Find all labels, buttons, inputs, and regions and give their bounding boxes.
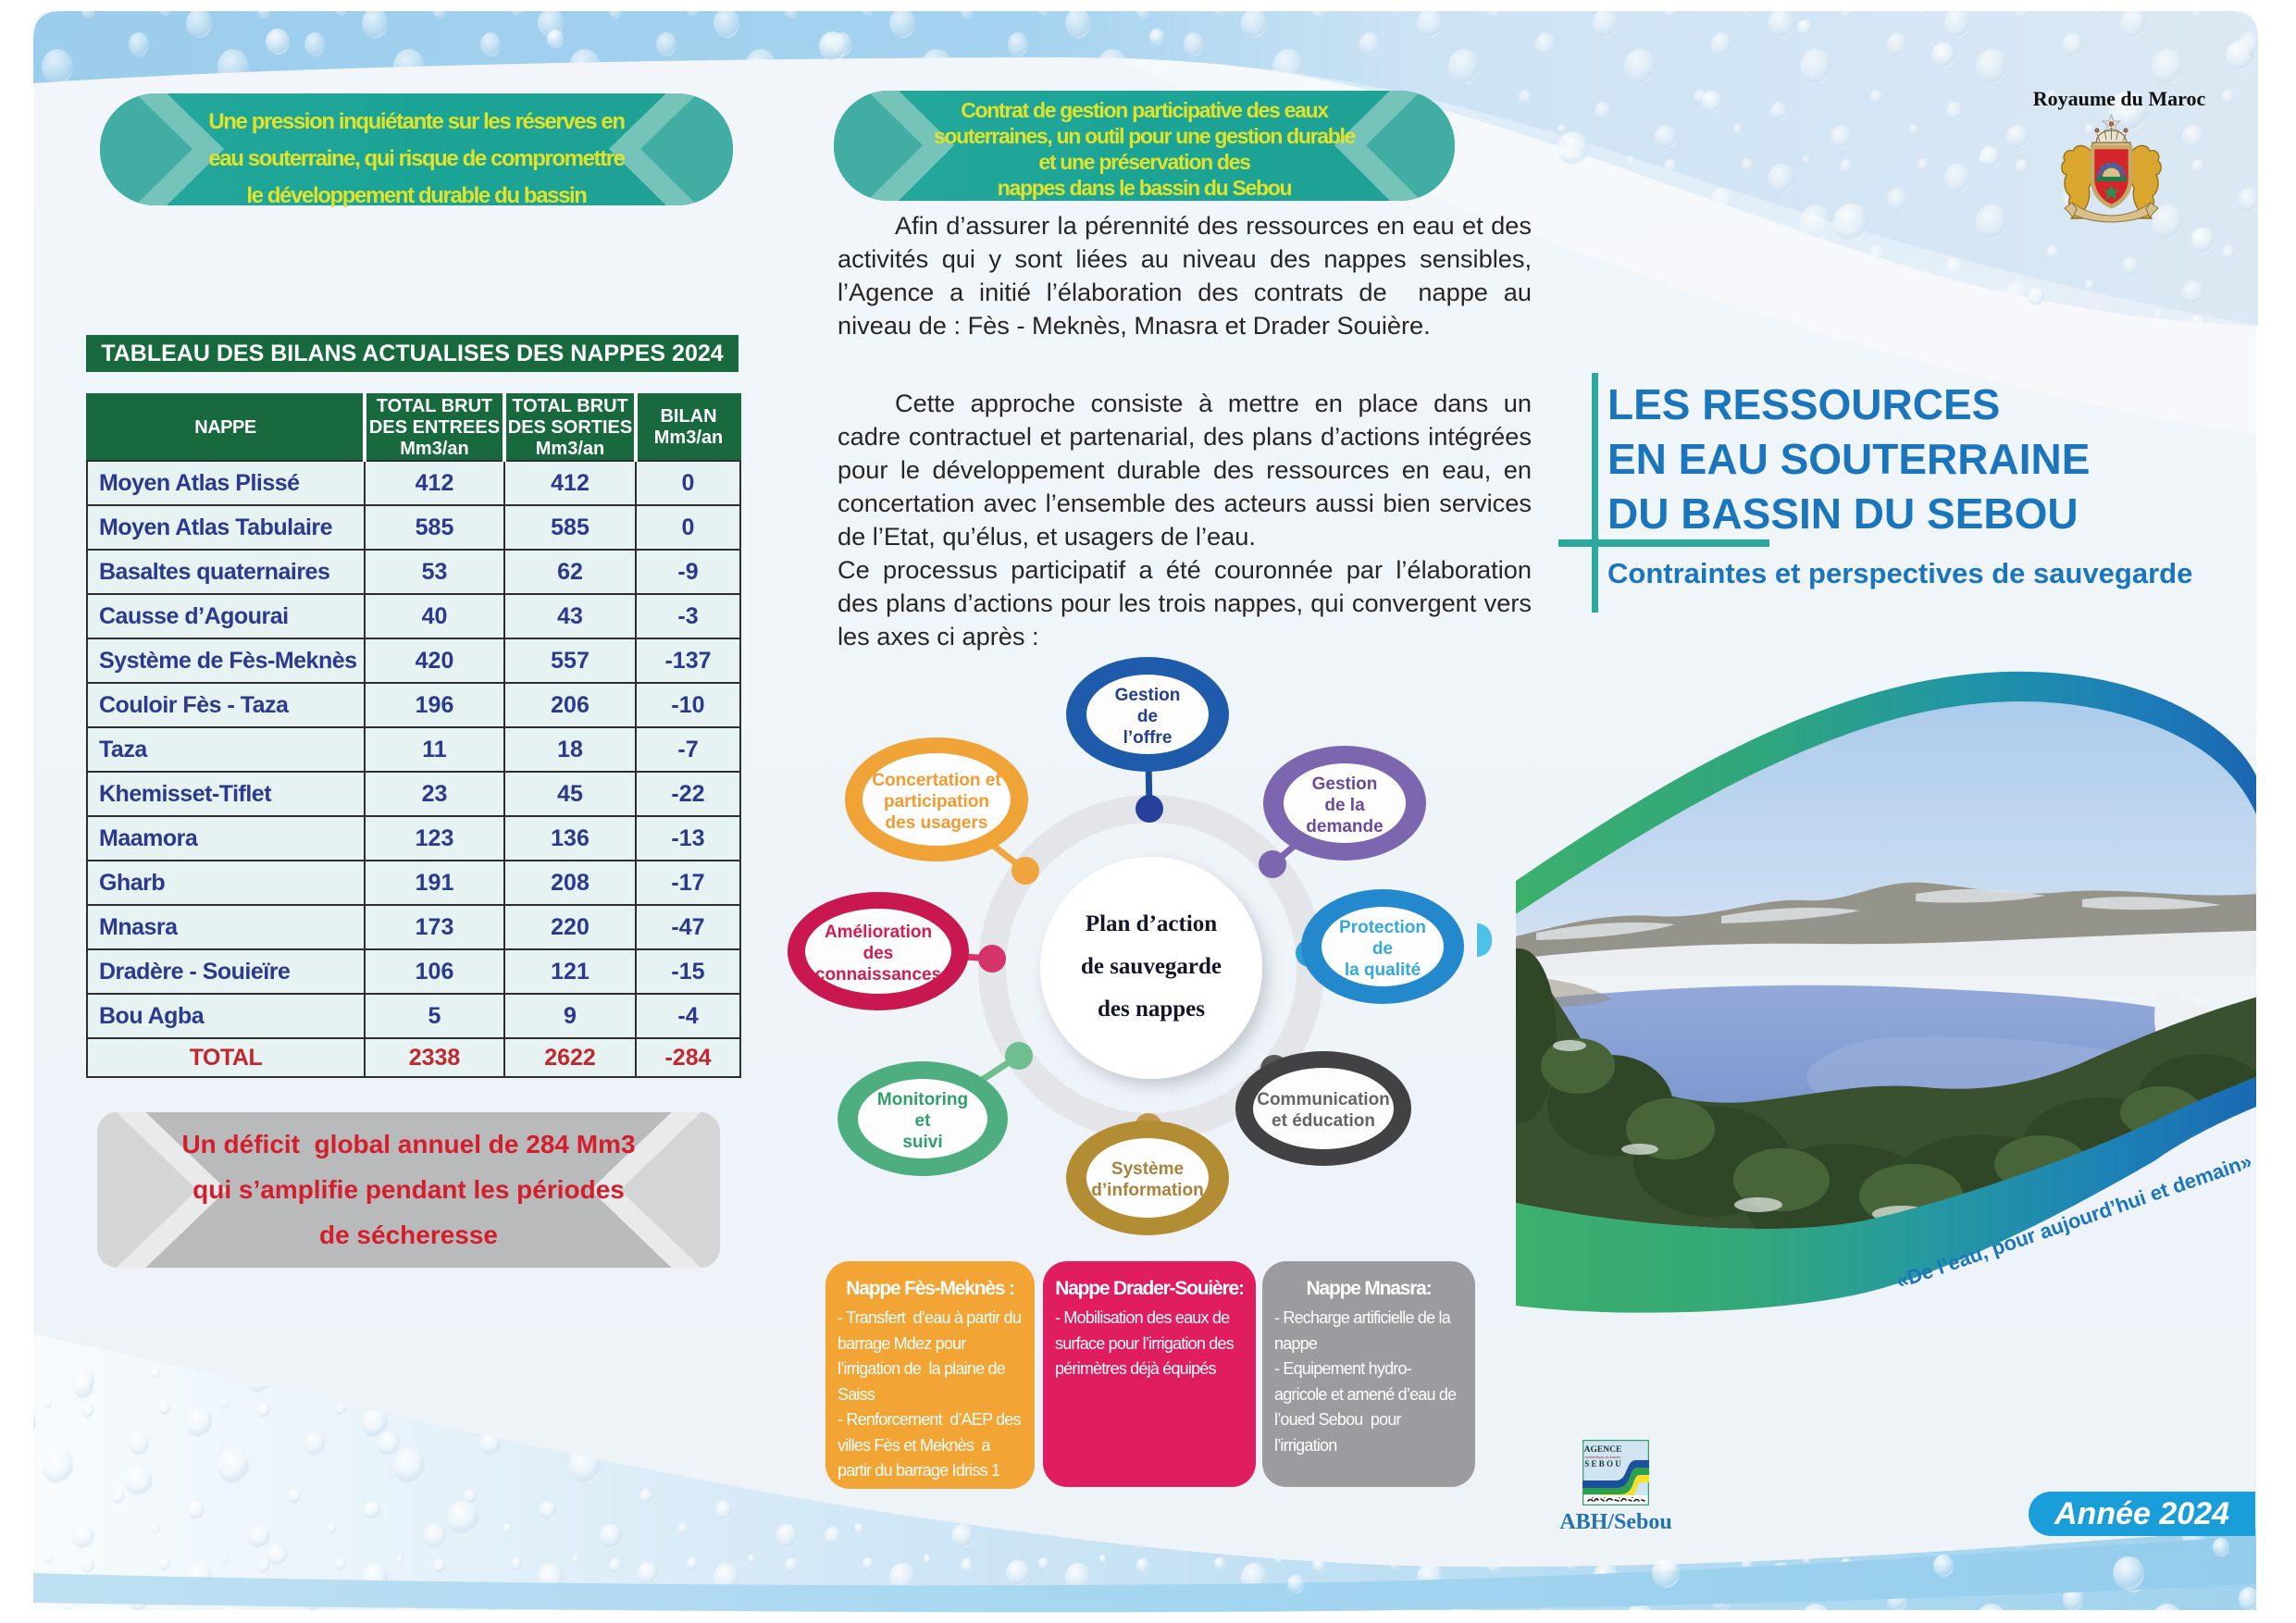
- svg-text:Amélioration: Amélioration: [825, 923, 932, 942]
- svg-text:des: des: [863, 944, 894, 963]
- svg-text:la qualité: la qualité: [1345, 960, 1421, 980]
- svg-text:Système: Système: [1111, 1159, 1184, 1179]
- svg-text:Concertation et: Concertation et: [872, 771, 1001, 790]
- svg-text:demande: demande: [1306, 817, 1383, 836]
- svg-text:de: de: [1137, 707, 1158, 726]
- svg-text:des usagers: des usagers: [886, 813, 988, 833]
- svg-text:Monitoring: Monitoring: [877, 1090, 968, 1109]
- svg-text:d’information: d’information: [1091, 1181, 1203, 1200]
- svg-text:de la: de la: [1324, 796, 1365, 815]
- svg-text:Communication: Communication: [1257, 1090, 1390, 1109]
- svg-text:S E B O U: S E B O U: [1584, 1459, 1621, 1468]
- svg-text:l’offre: l’offre: [1123, 728, 1173, 748]
- svg-text:de: de: [1372, 939, 1393, 959]
- svg-text:participation: participation: [884, 792, 989, 812]
- svg-text:suivi: suivi: [902, 1133, 942, 1152]
- svg-text:Protection: Protection: [1339, 918, 1426, 937]
- svg-text:connaissances: connaissances: [815, 965, 941, 985]
- svg-text:et: et: [915, 1111, 932, 1131]
- svg-text:hydraulique du bassin: hydraulique du bassin: [1585, 1455, 1621, 1459]
- svg-text:des nappes: des nappes: [1098, 997, 1205, 1022]
- svg-text:Gestion: Gestion: [1115, 686, 1181, 705]
- svg-text:AGENCE: AGENCE: [1584, 1445, 1622, 1455]
- svg-text:de sauvegarde: de sauvegarde: [1081, 954, 1222, 979]
- svg-text:Gestion: Gestion: [1312, 774, 1378, 794]
- svg-text:Plan d’action: Plan d’action: [1086, 911, 1217, 936]
- svg-text:et éducation: et éducation: [1272, 1111, 1375, 1131]
